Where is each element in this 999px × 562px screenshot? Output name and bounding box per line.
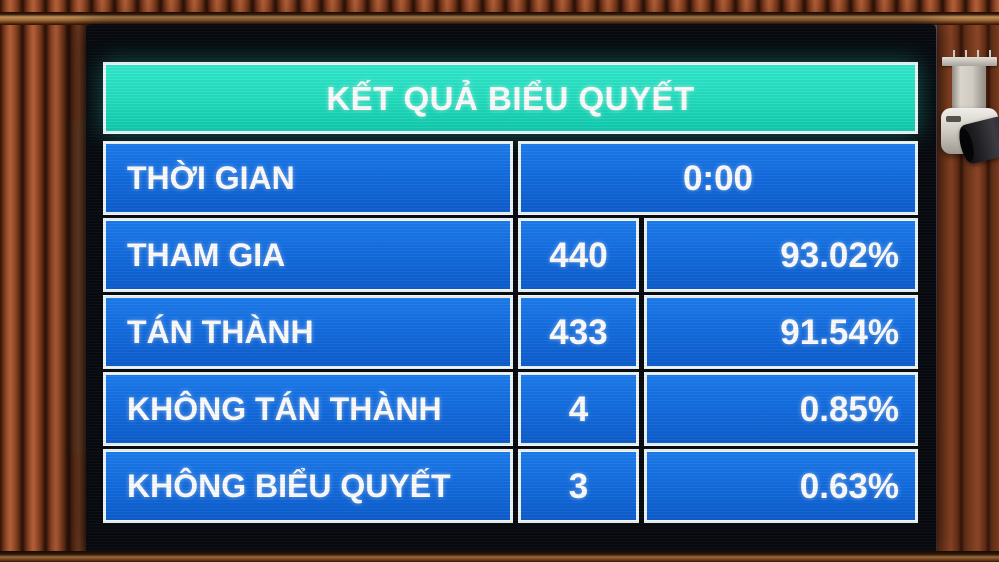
voting-results-board: KẾT QUẢ BIỂU QUYẾT THỜI GIAN 0:00 THAM G… [103,62,918,523]
camera-body-vent [946,116,961,122]
results-table: THỜI GIAN 0:00 THAM GIA 440 93.02% TÁN T… [103,141,918,523]
table-row-khong-bieu-quyet: KHÔNG BIỂU QUYẾT 3 0.63% [103,449,918,523]
row-label: TÁN THÀNH [103,295,513,369]
wooden-slat-wall-left [0,23,92,562]
row-count: 440 [518,218,639,292]
time-value: 0:00 [518,141,918,215]
row-label: KHÔNG BIỂU QUYẾT [103,449,513,523]
table-row-tham-gia: THAM GIA 440 93.02% [103,218,918,292]
camera-mount-screw [989,50,991,58]
table-row-tan-thanh: TÁN THÀNH 433 91.54% [103,295,918,369]
row-count: 4 [518,372,639,446]
table-row-thoi-gian: THỜI GIAN 0:00 [103,141,918,215]
security-camera [941,50,999,170]
row-count: 433 [518,295,639,369]
camera-mount-screw [977,50,979,58]
wooden-slat-wall-top [0,0,999,14]
row-label: THỜI GIAN [103,141,513,215]
row-percent: 0.85% [644,372,918,446]
wall-rail [0,12,999,25]
row-percent: 0.63% [644,449,918,523]
row-count: 3 [518,449,639,523]
row-label: THAM GIA [103,218,513,292]
camera-mount-bracket [952,66,986,110]
board-title: KẾT QUẢ BIỂU QUYẾT [103,62,918,134]
table-row-khong-tan-thanh: KHÔNG TÁN THÀNH 4 0.85% [103,372,918,446]
led-display-screen: KẾT QUẢ BIỂU QUYẾT THỜI GIAN 0:00 THAM G… [86,24,936,554]
row-percent: 93.02% [644,218,918,292]
camera-mount-screw [953,50,955,58]
row-label: KHÔNG TÁN THÀNH [103,372,513,446]
wall-ledge [0,551,999,562]
camera-mount-plate [942,57,997,66]
row-percent: 91.54% [644,295,918,369]
camera-mount-screw [965,50,967,58]
